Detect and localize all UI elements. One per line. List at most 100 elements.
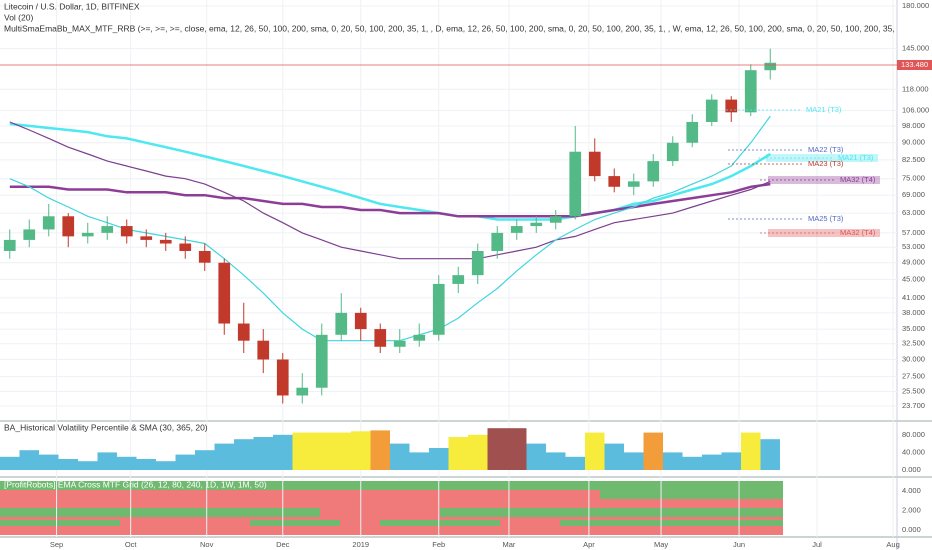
y-tick-label: 2.000 (902, 505, 921, 514)
candle-body (335, 312, 348, 335)
volatility-bar (58, 459, 78, 470)
volatility-bar (741, 432, 761, 470)
candle-body (179, 243, 192, 251)
candle-body (647, 161, 660, 182)
y-tick-label: 106.000 (902, 105, 929, 114)
y-tick-label: 32.500 (902, 339, 925, 348)
x-tick-label: 2019 (352, 540, 369, 549)
candle-body (237, 323, 250, 341)
volatility-bar (234, 439, 254, 470)
x-tick-label: Mar (502, 540, 515, 549)
candle-body (744, 70, 757, 113)
y-tick-label: 180.000 (902, 1, 929, 10)
moving-average (9, 182, 771, 218)
candle-body (374, 329, 387, 347)
last-price-label: 133.480 (901, 60, 928, 69)
volatility-bar (604, 443, 624, 470)
volatility-bar (0, 456, 20, 470)
volatility-bar (351, 431, 371, 470)
candle-body (140, 236, 153, 240)
volatility-bar (195, 450, 215, 470)
candle-body (686, 121, 699, 143)
volatility-bar (39, 454, 59, 470)
candle-body (81, 232, 94, 237)
y-tick-label: 45.000 (902, 274, 925, 283)
candle-body (296, 387, 309, 396)
y-tick-label: 40.000 (902, 447, 925, 456)
y-tick-label: 80.000 (902, 430, 925, 439)
y-tick-label: 69.000 (902, 190, 925, 199)
volatility-bar (156, 461, 176, 470)
y-tick-label: 41.000 (902, 293, 925, 302)
candle-body (315, 334, 328, 388)
x-tick-label: Oct (125, 540, 138, 549)
volatility-bar (331, 432, 351, 470)
candle-body (608, 176, 621, 187)
candle-body (666, 142, 679, 162)
candle-body (530, 222, 543, 227)
annotation: MA25 (T3) (808, 214, 844, 223)
candle-body (42, 216, 55, 230)
candle-body (276, 359, 289, 396)
volatility-bar (468, 434, 488, 470)
volatility-bar (370, 430, 390, 470)
x-tick-label: Sep (50, 540, 63, 549)
y-tick-label: 0.000 (902, 525, 921, 534)
candle-body (354, 312, 367, 330)
volatility-bar (585, 432, 605, 470)
candle-body (62, 216, 75, 237)
volatility-bar (643, 432, 663, 470)
y-tick-label: 25.500 (902, 387, 925, 396)
candle-body (3, 239, 16, 251)
candle-body (569, 151, 582, 217)
candle-body (120, 226, 133, 237)
volatility-bar (117, 456, 137, 470)
x-tick-label: Feb (432, 540, 445, 549)
volatility-bar (78, 461, 98, 470)
y-tick-label: 90.000 (902, 138, 925, 147)
candle-body (510, 226, 523, 233)
volatility-bar (702, 454, 722, 470)
volatility-bar (390, 443, 410, 470)
y-tick-label: 30.000 (902, 354, 925, 363)
x-tick-label: Jun (733, 540, 745, 549)
volatility-bar (526, 443, 546, 470)
candle-body (159, 239, 172, 244)
volatility-bar (682, 456, 702, 470)
candle-body (198, 250, 211, 263)
grid-row (660, 481, 783, 490)
volatility-bar (429, 448, 449, 470)
x-tick-label: Dec (276, 540, 290, 549)
volatility-bar (409, 452, 429, 470)
x-tick-label: Jul (812, 540, 822, 549)
volatility-bar (312, 432, 332, 470)
y-tick-label: 49.000 (902, 258, 925, 267)
annotation: MA23 (T3) (808, 159, 844, 168)
annotation: MA32 (T4) (840, 228, 876, 237)
x-tick-label: May (654, 540, 668, 549)
annotation: MA32 (T4) (840, 175, 876, 184)
y-tick-label: 98.000 (902, 121, 925, 130)
y-tick-label: 23.700 (902, 401, 925, 410)
y-tick-label: 35.000 (902, 324, 925, 333)
candle-body (491, 232, 504, 251)
volatility-bar (546, 452, 566, 470)
grid-row (0, 520, 120, 526)
volatility-bar (624, 452, 644, 470)
clip: MultiSmaEmaBb_MAX_MTF_RRB (>=, >=, >=, c… (4, 23, 895, 33)
grid-row (250, 520, 340, 526)
indicator-label: BA_Historical Volatility Percentile & SM… (4, 422, 208, 432)
y-tick-label: 27.500 (902, 372, 925, 381)
annotation: MA21 (T3) (838, 153, 874, 162)
chart-title: Litecoin / U.S. Dollar, 1D, BITFINEX (4, 1, 140, 11)
candle-body (393, 340, 406, 347)
volatility-bar (565, 456, 585, 470)
candle-body (452, 275, 465, 284)
y-tick-label: 118.000 (902, 84, 929, 93)
y-tick-label: 63.000 (902, 208, 925, 217)
volatility-bar (97, 452, 117, 470)
candle-body (764, 62, 777, 71)
volatility-bar (487, 428, 507, 470)
volatility-bar (273, 434, 293, 470)
